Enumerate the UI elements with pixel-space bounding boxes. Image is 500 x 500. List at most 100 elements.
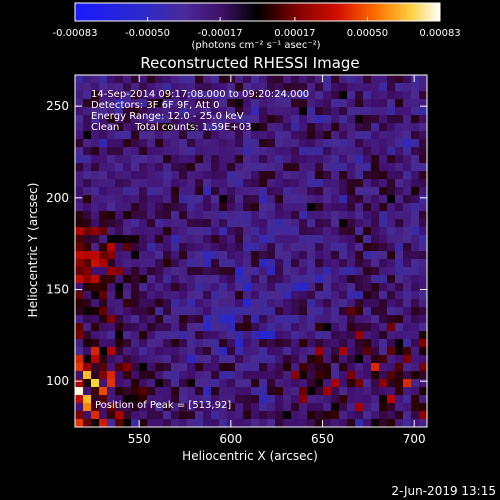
heatmap-cell	[283, 219, 292, 228]
heatmap-cell	[227, 403, 236, 412]
heatmap-cell	[131, 251, 140, 260]
heatmap-cell	[267, 107, 276, 116]
x-tick-label: 700	[403, 432, 426, 446]
heatmap-cell	[339, 155, 348, 164]
heatmap-cell	[115, 339, 124, 348]
heatmap-cell	[195, 163, 204, 172]
heatmap-cell	[395, 99, 404, 108]
heatmap-cell	[219, 331, 228, 340]
heatmap-cell	[83, 403, 92, 412]
heatmap-cell	[403, 91, 412, 100]
heatmap-cell	[243, 323, 252, 332]
heatmap-cell	[227, 203, 236, 212]
heatmap-cell	[267, 219, 276, 228]
heatmap-cell	[379, 259, 388, 268]
heatmap-cell	[147, 339, 156, 348]
heatmap-cell	[339, 179, 348, 188]
heatmap-cell	[339, 107, 348, 116]
heatmap-cell	[259, 131, 268, 140]
heatmap-cell	[379, 75, 388, 84]
heatmap-cell	[163, 211, 172, 220]
heatmap-cell	[83, 235, 92, 244]
heatmap-cell	[291, 203, 300, 212]
heatmap-cell	[363, 395, 372, 404]
heatmap-cell	[91, 219, 100, 228]
heatmap-cell	[251, 387, 260, 396]
y-tick-label: 200	[46, 191, 69, 205]
heatmap-cell	[395, 387, 404, 396]
heatmap-cell	[243, 275, 252, 284]
heatmap-cell	[275, 131, 284, 140]
heatmap-cell	[107, 403, 116, 412]
heatmap-cell	[107, 267, 116, 276]
heatmap-cell	[299, 195, 308, 204]
heatmap-cell	[283, 243, 292, 252]
heatmap-cell	[331, 155, 340, 164]
heatmap-cell	[259, 219, 268, 228]
heatmap-cell	[347, 275, 356, 284]
heatmap-cell	[83, 83, 92, 92]
heatmap-cell	[275, 187, 284, 196]
heatmap-cell	[323, 395, 332, 404]
heatmap-cell	[259, 315, 268, 324]
heatmap-cell	[419, 75, 427, 84]
heatmap-cell	[371, 395, 380, 404]
heatmap-cell	[227, 291, 236, 300]
heatmap-cell	[99, 107, 108, 116]
heatmap-cell	[259, 307, 268, 316]
heatmap-cell	[203, 331, 212, 340]
heatmap-cell	[235, 331, 244, 340]
heatmap-cell	[91, 187, 100, 196]
heatmap-cell	[171, 171, 180, 180]
heatmap-cell	[283, 227, 292, 236]
heatmap-cell	[83, 227, 92, 236]
heatmap-cell	[363, 91, 372, 100]
heatmap-cell	[107, 75, 116, 84]
heatmap-cell	[395, 83, 404, 92]
heatmap-cell	[419, 379, 427, 388]
heatmap-cell	[147, 107, 156, 116]
heatmap-cell	[147, 243, 156, 252]
heatmap-cell	[323, 323, 332, 332]
heatmap-cell	[419, 131, 427, 140]
heatmap-cell	[219, 75, 228, 84]
heatmap-cell	[283, 115, 292, 124]
heatmap-cell	[355, 123, 364, 132]
heatmap-cell	[419, 291, 427, 300]
heatmap-cell	[387, 227, 396, 236]
heatmap-cell	[283, 347, 292, 356]
heatmap-cell	[139, 355, 148, 364]
heatmap-cell	[419, 251, 427, 260]
heatmap-cell	[363, 243, 372, 252]
heatmap-cell	[243, 259, 252, 268]
heatmap-cell	[371, 379, 380, 388]
heatmap-cell	[411, 259, 420, 268]
heatmap-cell	[163, 379, 172, 388]
heatmap-cell	[107, 299, 116, 308]
heatmap-cell	[411, 363, 420, 372]
heatmap-cell	[123, 75, 132, 84]
heatmap-cell	[315, 275, 324, 284]
heatmap-cell	[139, 235, 148, 244]
heatmap-cell	[283, 91, 292, 100]
heatmap-cell	[251, 219, 260, 228]
heatmap-cell	[139, 379, 148, 388]
heatmap-cell	[235, 115, 244, 124]
heatmap-cell	[299, 355, 308, 364]
heatmap-cell	[379, 131, 388, 140]
heatmap-cell	[259, 243, 268, 252]
heatmap-cell	[243, 363, 252, 372]
heatmap-cell	[123, 227, 132, 236]
heatmap-cell	[323, 115, 332, 124]
heatmap-cell	[331, 195, 340, 204]
heatmap-cell	[147, 323, 156, 332]
heatmap-cell	[139, 227, 148, 236]
heatmap-cell	[347, 139, 356, 148]
heatmap-cell	[387, 211, 396, 220]
heatmap-cell	[115, 83, 124, 92]
heatmap-cell	[283, 203, 292, 212]
heatmap-cell	[227, 219, 236, 228]
heatmap-cell	[99, 155, 108, 164]
heatmap-cell	[283, 187, 292, 196]
heatmap-cell	[147, 99, 156, 108]
